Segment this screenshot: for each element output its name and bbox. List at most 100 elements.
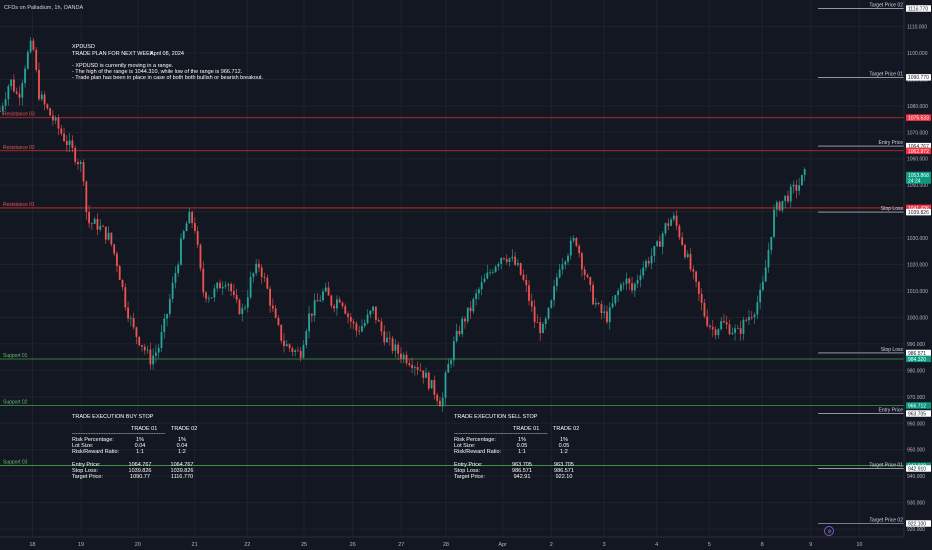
candle-body [469, 307, 472, 312]
chart-title: CFDs on Palladium, 1h, OANDA [4, 5, 83, 11]
candle-body [135, 327, 138, 337]
time-tick-label: 5 [708, 542, 711, 548]
candle-body [29, 40, 32, 53]
grid-lines [0, 0, 904, 537]
candle-body [129, 318, 132, 319]
candle-body [411, 365, 413, 369]
candle-body [647, 261, 650, 264]
candle-body [628, 278, 631, 284]
candle-body [322, 291, 324, 301]
candle-body [113, 244, 116, 254]
price-axis-label-bg [906, 208, 931, 216]
alert-marker-icon[interactable] [824, 526, 834, 536]
candle-body [592, 284, 594, 305]
support-label: Support 03 [3, 460, 28, 466]
candle-body [361, 326, 363, 332]
candle-body [252, 273, 255, 278]
table-row-value: 1% [178, 437, 186, 443]
price-tick-label: 980.000 [907, 368, 925, 374]
candle-body [620, 284, 622, 291]
candle-body [26, 52, 29, 69]
candle-body [90, 223, 93, 225]
time-tick-label: 3 [602, 542, 605, 548]
candle-body [174, 273, 177, 283]
price-axis-label-bg [906, 5, 931, 12]
candle-body [305, 331, 308, 345]
candle-body [561, 264, 564, 270]
candle-body [419, 369, 422, 371]
time-axis[interactable]: 18 19 20 21 22 25 26 27 28 Apr 2 3 4 5 8 9 10 [0, 536, 904, 548]
price-axis[interactable]: 920.000 930.000 940.000 950.000 960.000 970.0… [903, 0, 932, 550]
candle-body [35, 49, 38, 70]
price-tick-label: 1050.000 [907, 183, 928, 189]
candle-body [567, 255, 569, 262]
price-axis-label: 1041.426 [908, 206, 929, 212]
table-row-value: 1:2 [560, 449, 568, 455]
candle-body [586, 274, 589, 278]
candle-body [227, 284, 230, 286]
currency-label[interactable]: USD [913, 5, 925, 11]
candle-body [40, 94, 43, 100]
time-tick-label: Apr [498, 542, 507, 548]
candle-body [564, 261, 567, 265]
candle-body [391, 338, 394, 351]
candle-body [594, 303, 597, 305]
candle-body [377, 320, 380, 322]
sell-stop-rows: Risk Percentage: 1% 1% Lot Size: 0.05 0.05 Ris… [454, 437, 574, 480]
candle-body [678, 225, 681, 238]
price-axis-label-bg [906, 171, 931, 184]
candle-body [706, 316, 709, 326]
table-row-value: 986.571 [512, 468, 532, 474]
candle-body [583, 269, 586, 275]
table-row-label: Target Price: [72, 474, 103, 480]
candle-body [188, 211, 191, 224]
candle-body [436, 394, 439, 401]
candle-body [280, 324, 283, 341]
candle-body [684, 244, 686, 258]
candle-body [258, 263, 260, 268]
candle-body [736, 328, 739, 329]
candle-body [608, 307, 611, 323]
price-axis-label: 966.712 [908, 403, 926, 409]
plan-bullet-3: - Trade plan has been in place in case o… [72, 75, 264, 81]
candle-body [525, 279, 528, 286]
candle-body [118, 266, 121, 280]
candle-body [622, 283, 625, 285]
candle-body [800, 175, 803, 186]
candle-body [199, 244, 202, 269]
candle-body [79, 162, 82, 165]
candle-body [408, 363, 411, 366]
candle-body [770, 236, 773, 250]
candle-body [141, 345, 143, 347]
candle-body [494, 266, 497, 273]
candle-body [483, 278, 486, 283]
candle-body [400, 353, 402, 359]
candle-body [413, 367, 416, 369]
price-axis-label-bg [906, 74, 931, 81]
candle-body [695, 271, 697, 282]
time-tick-label: 18 [29, 542, 35, 548]
price-axis-label-bg [906, 410, 931, 417]
candle-body [285, 344, 288, 347]
candle-body [472, 298, 475, 312]
candle-body [739, 328, 742, 334]
candle-body [260, 267, 263, 277]
support-label: Support 02 [3, 400, 28, 406]
candle-body [734, 328, 736, 333]
candle-body [316, 300, 319, 302]
price-axis-label: 1075.533 [908, 116, 929, 122]
candle-body [486, 272, 489, 279]
table-row-value: 986.571 [554, 468, 574, 474]
candle-body [539, 322, 542, 334]
alert-marker-glyph: ⊘ [828, 529, 832, 535]
candle-body [402, 354, 405, 359]
candle-body [338, 299, 341, 303]
candle-body [13, 79, 15, 92]
resistance-label: Resistance 02 [3, 145, 35, 151]
plan-bullet-1: - XPDUSD is currently moving in a range. [72, 63, 174, 69]
candle-body [547, 307, 550, 319]
candle-body [386, 337, 388, 343]
candle-body [458, 330, 461, 335]
candle-body [102, 225, 104, 227]
